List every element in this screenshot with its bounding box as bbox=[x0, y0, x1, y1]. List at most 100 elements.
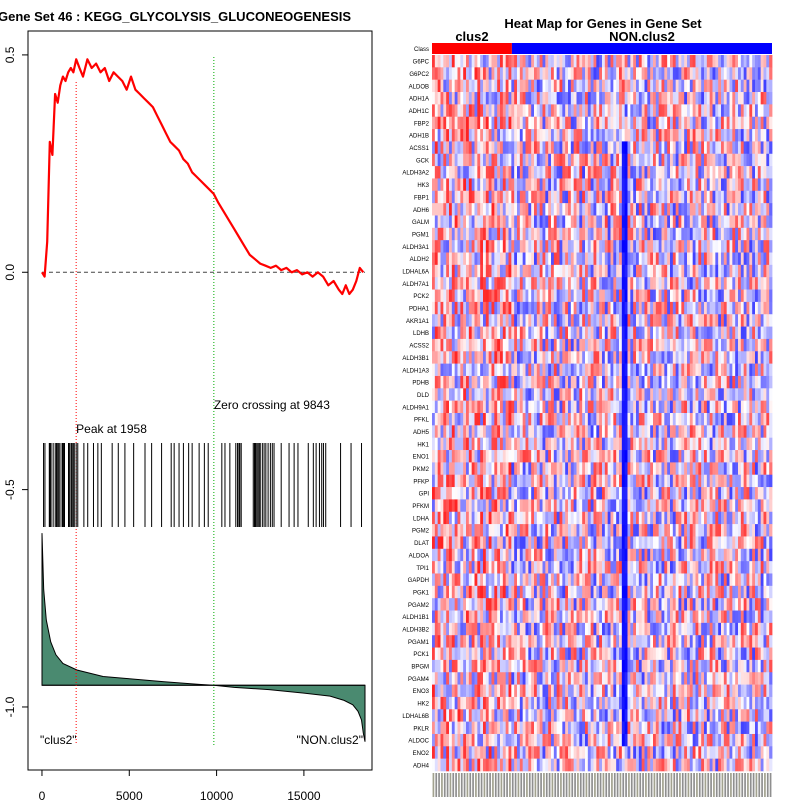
heatmap-cell bbox=[590, 437, 594, 451]
heatmap-cell bbox=[718, 338, 722, 352]
heatmap-cell bbox=[568, 388, 572, 401]
heatmap-cell bbox=[596, 79, 600, 93]
heatmap-cell bbox=[556, 252, 560, 266]
heatmap-cell bbox=[508, 129, 512, 142]
heatmap-cell bbox=[539, 190, 543, 204]
heatmap-cell bbox=[468, 227, 473, 241]
heatmap-cell bbox=[757, 55, 762, 68]
heatmap-cell bbox=[590, 166, 594, 179]
heatmap-cell bbox=[488, 301, 492, 315]
heatmap-cell bbox=[463, 462, 467, 476]
heatmap-cell bbox=[743, 79, 747, 93]
heatmap-cell bbox=[706, 55, 711, 68]
heatmap-cell bbox=[460, 363, 464, 377]
heatmap-cell bbox=[650, 499, 654, 513]
heatmap-cell bbox=[749, 400, 753, 414]
heatmap-cell bbox=[715, 351, 719, 364]
heatmap-cell bbox=[545, 548, 549, 562]
heatmap-cell bbox=[587, 388, 592, 401]
heatmap-cell bbox=[681, 289, 685, 303]
heatmap-cell bbox=[451, 413, 456, 426]
heatmap-cell bbox=[755, 301, 759, 315]
heatmap-cell bbox=[638, 67, 643, 80]
heatmap-cell bbox=[443, 166, 447, 179]
heatmap-cell bbox=[593, 166, 597, 179]
heatmap-cell bbox=[661, 437, 665, 451]
heatmap-cell bbox=[485, 190, 490, 204]
heatmap-cell bbox=[715, 511, 719, 525]
heatmap-cell bbox=[653, 252, 657, 266]
heatmap-cell bbox=[602, 277, 606, 290]
heatmap-cell bbox=[531, 190, 535, 204]
heatmap-cell bbox=[434, 388, 439, 401]
heatmap-cell bbox=[596, 92, 600, 105]
heatmap-cell bbox=[706, 141, 711, 155]
heatmap-cell bbox=[545, 388, 549, 401]
heatmap-cell bbox=[650, 326, 654, 340]
heatmap-cell bbox=[604, 55, 609, 68]
heatmap-cell bbox=[596, 499, 600, 513]
heatmap-cell bbox=[681, 450, 685, 463]
heatmap-cell bbox=[624, 400, 628, 414]
heatmap-cell bbox=[602, 375, 606, 389]
heatmap-cell bbox=[596, 400, 600, 414]
heatmap-cell bbox=[519, 178, 524, 192]
heatmap-cell bbox=[607, 388, 611, 401]
heatmap-cell bbox=[471, 437, 475, 451]
heatmap-cell bbox=[585, 511, 589, 525]
heatmap-cell bbox=[718, 487, 722, 500]
heatmap-cell bbox=[480, 166, 484, 179]
heatmap-cell bbox=[610, 289, 614, 303]
heatmap-cell bbox=[536, 116, 541, 130]
heatmap-cell bbox=[667, 536, 671, 550]
heatmap-cell bbox=[619, 462, 623, 476]
heatmap-cell bbox=[474, 215, 478, 229]
heatmap-cell bbox=[434, 67, 439, 80]
heatmap-cell bbox=[485, 277, 490, 290]
heatmap-cell bbox=[514, 536, 518, 550]
heatmap-cell bbox=[488, 548, 492, 562]
heatmap-cell bbox=[735, 104, 739, 118]
heatmap-cell bbox=[726, 92, 730, 105]
heatmap-cell bbox=[689, 215, 694, 229]
heatmap-cell bbox=[738, 314, 742, 327]
heatmap-cell bbox=[681, 487, 685, 500]
heatmap-cell bbox=[446, 264, 450, 278]
heatmap-cell bbox=[755, 92, 759, 105]
heatmap-cell bbox=[653, 326, 657, 340]
heatmap-cell bbox=[755, 190, 759, 204]
heatmap-cell bbox=[661, 425, 665, 438]
heatmap-cell bbox=[483, 166, 487, 179]
heatmap-cell bbox=[723, 240, 728, 253]
heatmap-cell bbox=[627, 487, 631, 500]
heatmap-cell bbox=[687, 289, 691, 303]
heatmap-cell bbox=[749, 153, 753, 167]
heatmap-cell bbox=[675, 301, 679, 315]
heatmap-cell bbox=[565, 289, 569, 303]
heatmap-cell bbox=[721, 524, 725, 537]
heatmap-cell bbox=[542, 55, 546, 68]
heatmap-cell bbox=[542, 425, 546, 438]
heatmap-cell bbox=[570, 425, 575, 438]
heatmap-cell bbox=[726, 499, 730, 513]
heatmap-cell bbox=[667, 524, 671, 537]
heatmap-cell bbox=[451, 178, 456, 192]
heatmap-cell bbox=[715, 215, 719, 229]
heatmap-cell bbox=[432, 524, 436, 537]
heatmap-cell bbox=[542, 450, 546, 463]
heatmap-cell bbox=[633, 227, 637, 241]
heatmap-cell bbox=[508, 240, 512, 253]
heatmap-cell bbox=[562, 203, 566, 216]
heatmap-cell bbox=[721, 92, 725, 105]
heatmap-cell bbox=[494, 129, 498, 142]
heatmap-cell bbox=[763, 203, 767, 216]
heatmap-cell bbox=[667, 289, 671, 303]
heatmap-cell bbox=[616, 351, 620, 364]
heatmap-cell bbox=[480, 524, 484, 537]
heatmap-cell bbox=[474, 252, 478, 266]
heatmap-cell bbox=[602, 511, 606, 525]
heatmap-cell bbox=[610, 166, 614, 179]
heatmap-cell bbox=[653, 388, 657, 401]
heatmap-cell bbox=[689, 338, 694, 352]
heatmap-cell bbox=[726, 314, 730, 327]
